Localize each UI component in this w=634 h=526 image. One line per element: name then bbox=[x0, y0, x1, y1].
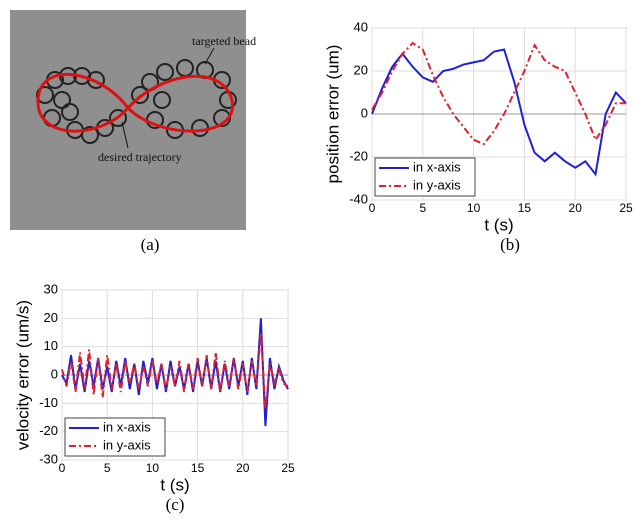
y-axis-label: velocity error (um/s) bbox=[13, 300, 32, 450]
y-tick-label: 20 bbox=[354, 62, 368, 77]
y-tick-label: -20 bbox=[349, 148, 368, 163]
pointer bbox=[204, 47, 215, 65]
legend-label: in x-axis bbox=[413, 159, 461, 174]
y-tick-label: 0 bbox=[51, 366, 58, 381]
y-tick-label: 20 bbox=[44, 310, 58, 325]
caption: (c) bbox=[166, 495, 185, 514]
legend-label: in y-axis bbox=[413, 177, 461, 192]
x-axis-label: t (s) bbox=[484, 215, 513, 234]
legend bbox=[374, 157, 476, 197]
legend bbox=[64, 417, 166, 457]
series-line bbox=[371, 41, 626, 146]
x-tick-label: 25 bbox=[281, 461, 295, 475]
caption: (b) bbox=[500, 235, 520, 254]
legend-label: in y-axis bbox=[103, 437, 151, 452]
trajectory bbox=[36, 72, 234, 133]
x-axis-label: t (s) bbox=[160, 475, 189, 494]
legend-label: in x-axis bbox=[103, 419, 151, 434]
y-tick-label: 10 bbox=[44, 338, 58, 353]
series-line bbox=[61, 332, 289, 410]
x-tick-label: 15 bbox=[191, 461, 205, 475]
x-tick-label: 10 bbox=[467, 201, 481, 215]
x-tick-label: 0 bbox=[59, 461, 66, 475]
x-tick-label: 5 bbox=[419, 201, 426, 215]
photo-background bbox=[10, 10, 246, 230]
x-tick-label: 15 bbox=[518, 201, 532, 215]
annotation: targeted bead bbox=[192, 34, 256, 48]
x-tick-label: 5 bbox=[104, 461, 111, 475]
caption: (a) bbox=[141, 235, 160, 254]
y-tick-label: -40 bbox=[349, 191, 368, 206]
x-tick-label: 0 bbox=[369, 201, 376, 215]
y-axis-label: position error (um) bbox=[323, 45, 342, 184]
series-line bbox=[371, 48, 627, 177]
y-tick-label: 0 bbox=[361, 105, 368, 120]
y-tick-label: -30 bbox=[39, 451, 58, 466]
x-tick-label: 25 bbox=[619, 201, 633, 215]
photo: targeted bead desired trajectory bbox=[10, 10, 256, 230]
pointer bbox=[121, 121, 129, 149]
y-tick-label: 40 bbox=[354, 19, 368, 34]
x-tick-label: 20 bbox=[569, 201, 583, 215]
x-tick-label: 10 bbox=[146, 461, 160, 475]
y-tick-label: -10 bbox=[39, 395, 58, 410]
x-tick-label: 20 bbox=[236, 461, 250, 475]
annotation: desired trajectory bbox=[98, 150, 182, 164]
y-tick-label: 30 bbox=[44, 281, 58, 296]
y-tick-label: -20 bbox=[39, 423, 58, 438]
